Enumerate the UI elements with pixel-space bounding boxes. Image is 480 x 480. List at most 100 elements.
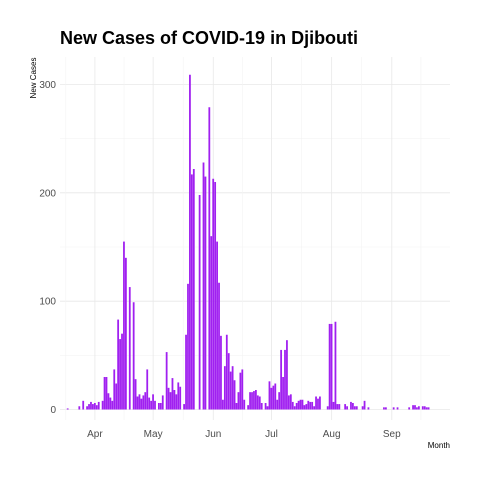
bar bbox=[268, 381, 271, 410]
bar bbox=[161, 395, 164, 410]
bar bbox=[274, 383, 277, 410]
bar bbox=[121, 333, 123, 410]
bar bbox=[299, 399, 302, 410]
bar bbox=[264, 403, 267, 410]
bar bbox=[229, 371, 232, 410]
bar bbox=[332, 401, 335, 410]
bar bbox=[92, 404, 94, 410]
bar bbox=[198, 195, 201, 410]
x-tick-label: Jul bbox=[265, 429, 278, 440]
bar bbox=[361, 406, 364, 410]
bar bbox=[287, 395, 290, 410]
bar bbox=[154, 400, 156, 410]
bar bbox=[123, 241, 125, 410]
bar bbox=[119, 339, 121, 410]
bar bbox=[210, 236, 213, 410]
bar bbox=[412, 405, 414, 410]
x-axis-title: Month bbox=[428, 441, 450, 450]
bar bbox=[218, 282, 220, 410]
bar bbox=[132, 302, 135, 410]
bar bbox=[301, 399, 304, 410]
bar bbox=[237, 392, 240, 410]
bar bbox=[179, 386, 182, 410]
bar bbox=[293, 406, 296, 410]
bar bbox=[313, 406, 315, 410]
bar bbox=[140, 398, 143, 410]
bar bbox=[185, 334, 187, 410]
bar bbox=[423, 406, 426, 410]
bar bbox=[311, 401, 314, 410]
bar bbox=[88, 404, 90, 410]
bar bbox=[173, 390, 176, 410]
bar bbox=[334, 321, 337, 410]
bar bbox=[414, 405, 416, 410]
bar bbox=[270, 387, 273, 410]
bar bbox=[385, 407, 387, 410]
bar bbox=[353, 406, 356, 410]
bar bbox=[303, 405, 306, 410]
bar bbox=[253, 391, 255, 410]
bar bbox=[251, 392, 253, 410]
bar bbox=[309, 401, 312, 410]
bar bbox=[66, 408, 69, 410]
bar bbox=[280, 349, 283, 410]
bar bbox=[86, 406, 88, 410]
bar bbox=[136, 396, 139, 410]
bar bbox=[326, 406, 329, 410]
bar bbox=[204, 176, 207, 410]
bar bbox=[187, 283, 189, 410]
bar bbox=[165, 352, 168, 410]
bar bbox=[152, 394, 154, 410]
bar bbox=[421, 406, 424, 410]
bar bbox=[189, 74, 191, 410]
bar bbox=[82, 400, 85, 410]
bar bbox=[350, 401, 352, 410]
bar bbox=[134, 379, 137, 410]
bar bbox=[214, 182, 217, 410]
bar bbox=[352, 403, 354, 410]
x-tick-label: May bbox=[144, 429, 163, 440]
bar bbox=[289, 394, 292, 410]
bar bbox=[115, 383, 118, 410]
y-axis-ticks: 0 100 200 300 bbox=[39, 80, 56, 416]
bar bbox=[142, 395, 145, 410]
bar bbox=[383, 407, 385, 410]
bar bbox=[138, 394, 141, 410]
bar bbox=[266, 406, 269, 410]
y-tick-label: 300 bbox=[39, 80, 56, 91]
bar bbox=[95, 405, 98, 410]
bar bbox=[396, 407, 399, 410]
bar bbox=[220, 335, 222, 410]
bar bbox=[208, 107, 211, 410]
bar bbox=[78, 406, 81, 410]
bar bbox=[276, 399, 279, 410]
bar bbox=[93, 403, 96, 410]
bar bbox=[190, 174, 193, 410]
bar bbox=[222, 399, 224, 410]
bar bbox=[284, 349, 286, 410]
x-tick-label: Aug bbox=[323, 429, 341, 440]
x-tick-label: Apr bbox=[87, 429, 103, 440]
bar bbox=[247, 405, 250, 410]
bar bbox=[202, 162, 205, 410]
bar bbox=[225, 334, 228, 410]
bar bbox=[231, 366, 234, 410]
bar-series bbox=[66, 74, 430, 410]
bar bbox=[157, 403, 160, 410]
bar bbox=[235, 403, 238, 410]
bar bbox=[159, 403, 162, 410]
bar bbox=[260, 403, 263, 410]
bar bbox=[367, 407, 370, 410]
bar bbox=[169, 392, 172, 410]
bar bbox=[216, 241, 218, 410]
bar bbox=[336, 404, 339, 410]
bar bbox=[297, 400, 300, 410]
bar bbox=[278, 392, 281, 410]
bar bbox=[425, 407, 428, 410]
y-tick-label: 200 bbox=[39, 188, 56, 199]
bar bbox=[272, 385, 275, 410]
bar bbox=[146, 369, 149, 410]
bar bbox=[192, 169, 195, 410]
bar bbox=[183, 404, 185, 410]
bar bbox=[223, 366, 226, 410]
